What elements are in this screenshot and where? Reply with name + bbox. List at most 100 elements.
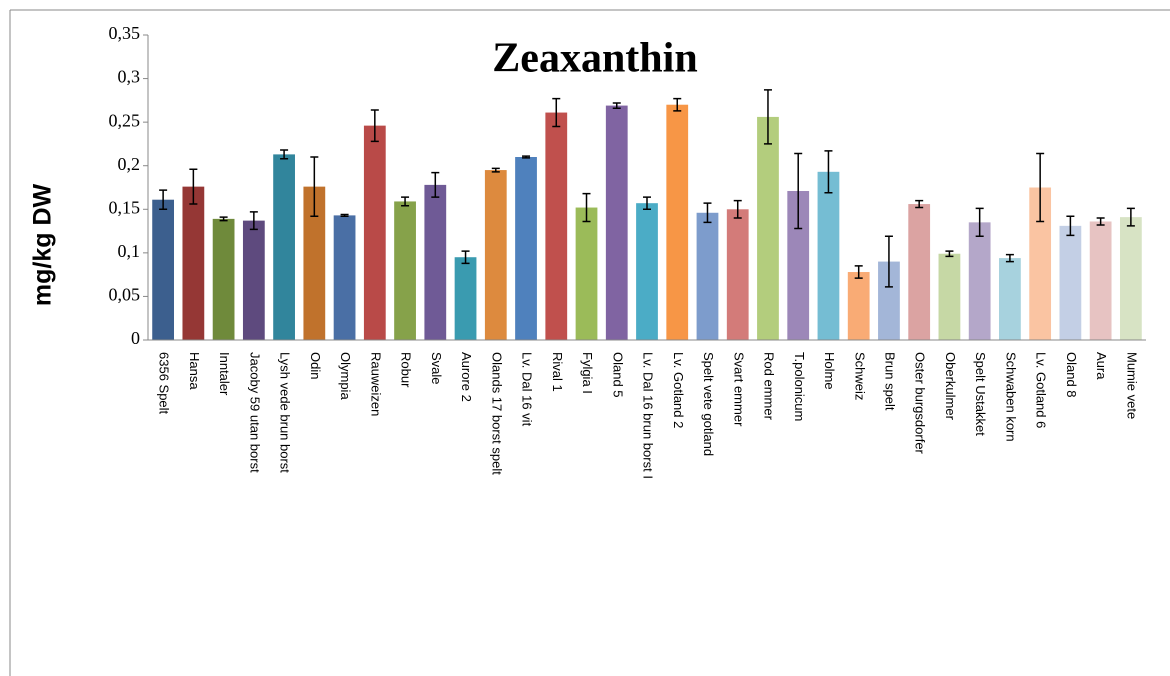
y-tick-label: 0,05 <box>109 285 141 305</box>
error-bar <box>370 109 379 143</box>
bar <box>394 201 416 340</box>
bar <box>787 190 810 340</box>
error-bar <box>431 171 440 198</box>
bar <box>363 125 386 340</box>
bar <box>726 209 749 340</box>
error-bar <box>612 102 621 109</box>
bar <box>333 215 356 340</box>
y-axis-label: mg/kg DW <box>29 183 57 306</box>
y-tick-label: 0,1 <box>118 241 141 261</box>
x-tick-label: Rival 1 <box>550 352 565 392</box>
x-tick-label: Svart emmer <box>731 352 746 427</box>
y-tick-label: 0,35 <box>109 23 141 43</box>
bar <box>636 203 658 340</box>
x-tick-label: Hansa <box>187 352 202 390</box>
bar <box>484 170 507 340</box>
y-tick-label: 0,25 <box>109 110 141 130</box>
bar <box>575 207 598 340</box>
x-tick-label: Olands 17 borst spelt <box>489 352 504 475</box>
error-bar <box>643 196 651 211</box>
bar <box>515 157 537 340</box>
y-tick-label: 0,2 <box>118 154 141 174</box>
error-bar <box>552 97 561 128</box>
error-bar <box>884 235 893 288</box>
error-bar <box>1096 217 1105 226</box>
y-tick-label: 0 <box>131 328 140 348</box>
x-tick-label: Oberkulmer <box>943 352 958 421</box>
x-tick-label: Lv. Dal 16 vit <box>520 352 535 427</box>
bar <box>242 220 265 340</box>
error-bar <box>1036 152 1045 223</box>
x-tick-label: Mumie vete <box>1124 352 1139 419</box>
bar <box>1029 187 1052 340</box>
bar <box>273 154 295 340</box>
x-tick-label: Oland 5 <box>610 352 625 398</box>
error-bar <box>794 152 803 230</box>
error-bar <box>491 167 500 173</box>
x-tick-label: Holme <box>822 352 837 390</box>
error-bar <box>854 265 863 279</box>
bar <box>999 258 1021 340</box>
error-bar <box>1066 215 1075 237</box>
bar <box>212 218 235 340</box>
bar <box>152 199 175 340</box>
error-bar <box>824 150 833 194</box>
x-tick-label: Lv. Dal 16 brun borst I <box>641 352 656 479</box>
y-tick-label: 0,3 <box>118 67 141 87</box>
error-bar <box>401 196 410 207</box>
error-bar <box>1005 253 1014 263</box>
bar <box>1089 221 1112 340</box>
error-bar <box>915 199 924 209</box>
x-tick-label: Spelt Ustakket <box>973 352 988 436</box>
x-tick-label: Aura <box>1094 352 1109 380</box>
x-tick-label: Lv. Gotland 6 <box>1034 352 1049 428</box>
error-bar <box>763 89 772 145</box>
error-bar <box>673 97 682 112</box>
x-tick-label: Lysh vede brun borst <box>278 352 293 473</box>
bar <box>757 116 779 341</box>
bar <box>1059 225 1082 340</box>
error-bar <box>461 250 470 265</box>
bar <box>968 222 991 340</box>
x-tick-label: Schwaben korn <box>1003 352 1018 442</box>
error-bar <box>310 156 319 218</box>
error-bar <box>219 216 228 222</box>
bar <box>878 261 900 340</box>
bar <box>303 186 326 340</box>
x-tick-label: Oland 8 <box>1064 352 1079 398</box>
error-bar <box>1126 207 1135 227</box>
x-tick-label: Schweiz <box>852 352 867 400</box>
bar <box>817 171 840 340</box>
y-tick-label: 0,15 <box>109 197 141 217</box>
error-bar <box>189 168 198 205</box>
x-tick-label: 6356 Spelt <box>157 352 172 415</box>
x-tick-label: Jacoby 59 utan borst <box>247 352 262 473</box>
error-bar <box>249 211 258 231</box>
chart-title: Zeaxanthin <box>492 36 697 82</box>
error-bar <box>340 213 349 218</box>
bar <box>847 272 870 340</box>
bar <box>908 204 931 340</box>
x-tick-label: Oster burgsdorfer <box>913 352 928 455</box>
bar <box>666 104 689 340</box>
x-tick-label: Rauweizen <box>368 352 383 416</box>
x-tick-label: Brun spelt <box>883 352 898 411</box>
error-bar <box>703 202 712 224</box>
bar <box>605 105 628 340</box>
bar <box>454 257 477 340</box>
error-bar <box>975 207 984 238</box>
x-tick-label: T.polonicum <box>792 352 807 421</box>
error-bar <box>945 250 954 258</box>
error-bar <box>280 149 289 160</box>
x-tick-label: Lv. Gotland 2 <box>671 352 686 428</box>
error-bar <box>522 155 531 159</box>
bar <box>938 253 961 340</box>
error-bar <box>733 199 742 219</box>
x-tick-label: Inntaler <box>217 352 232 396</box>
x-tick-label: Robur <box>399 352 414 388</box>
bar <box>424 184 447 340</box>
bar <box>1119 217 1142 340</box>
bar <box>696 212 719 340</box>
x-tick-label: Odin <box>308 352 323 379</box>
